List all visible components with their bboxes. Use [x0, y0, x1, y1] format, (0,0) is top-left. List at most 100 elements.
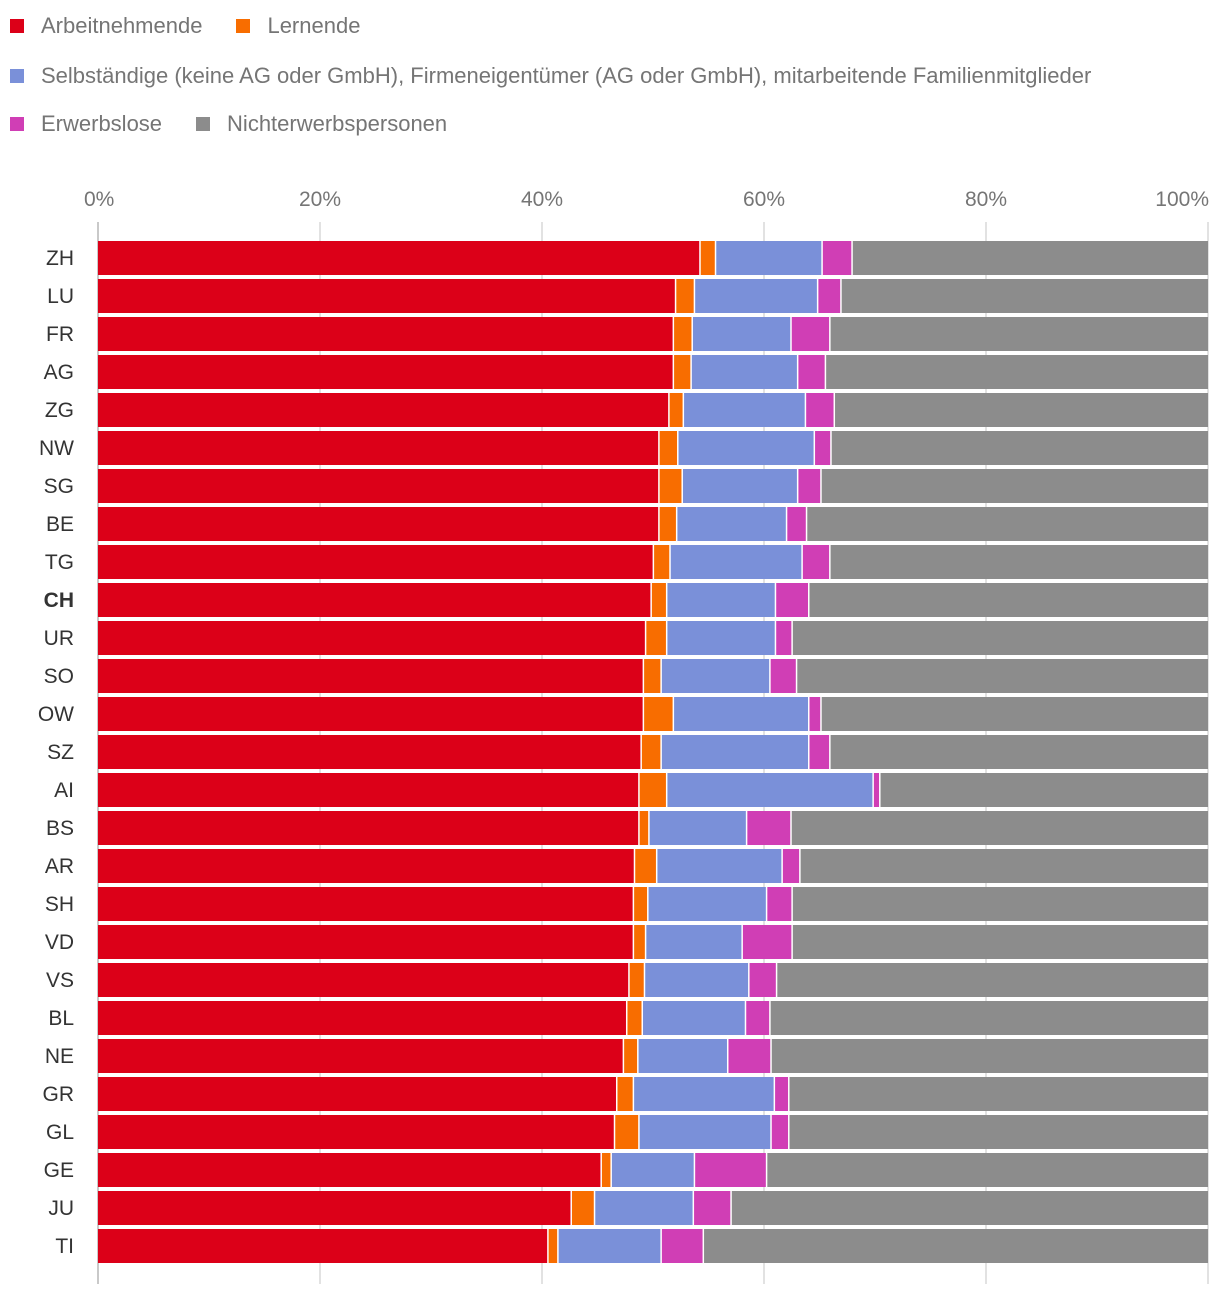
- bar-ne-series-1[interactable]: [624, 1039, 638, 1073]
- bar-ti-series-3[interactable]: [661, 1229, 703, 1263]
- bar-ne-series-3[interactable]: [728, 1039, 771, 1073]
- bar-ai-series-1[interactable]: [639, 773, 666, 807]
- bar-ag-series-2[interactable]: [691, 355, 797, 389]
- bar-ow-series-3[interactable]: [809, 697, 821, 731]
- bar-vs-series-4[interactable]: [777, 963, 1208, 997]
- bar-bl-series-4[interactable]: [770, 1001, 1208, 1035]
- bar-ge-series-0[interactable]: [98, 1153, 601, 1187]
- bar-ag-series-3[interactable]: [798, 355, 825, 389]
- bar-be-series-3[interactable]: [787, 507, 806, 541]
- bar-vs-series-0[interactable]: [98, 963, 629, 997]
- bar-ar-series-4[interactable]: [800, 849, 1208, 883]
- bar-ch-series-3[interactable]: [776, 583, 809, 617]
- legend-item-lernende[interactable]: Lernende: [236, 13, 360, 39]
- bar-bl-series-0[interactable]: [98, 1001, 626, 1035]
- bar-ti-series-4[interactable]: [704, 1229, 1208, 1263]
- bar-ur-series-3[interactable]: [776, 621, 792, 655]
- bar-gr-series-2[interactable]: [634, 1077, 774, 1111]
- bar-nw-series-4[interactable]: [831, 431, 1208, 465]
- bar-ar-series-0[interactable]: [98, 849, 634, 883]
- bar-zh-series-4[interactable]: [852, 241, 1208, 275]
- bar-nw-series-2[interactable]: [678, 431, 814, 465]
- bar-sg-series-2[interactable]: [682, 469, 797, 503]
- bar-ag-series-0[interactable]: [98, 355, 673, 389]
- bar-zg-series-0[interactable]: [98, 393, 669, 427]
- bar-bl-series-3[interactable]: [746, 1001, 770, 1035]
- bar-be-series-1[interactable]: [659, 507, 676, 541]
- bar-sg-series-0[interactable]: [98, 469, 659, 503]
- bar-vd-series-0[interactable]: [98, 925, 633, 959]
- bar-bl-series-1[interactable]: [627, 1001, 642, 1035]
- bar-ju-series-1[interactable]: [571, 1191, 594, 1225]
- bar-so-series-4[interactable]: [797, 659, 1208, 693]
- bar-ch-series-2[interactable]: [667, 583, 775, 617]
- bar-gl-series-2[interactable]: [639, 1115, 771, 1149]
- bar-ju-series-3[interactable]: [694, 1191, 731, 1225]
- bar-ur-series-1[interactable]: [646, 621, 666, 655]
- bar-tg-series-3[interactable]: [802, 545, 830, 579]
- bar-ai-series-3[interactable]: [873, 773, 880, 807]
- bar-zh-series-3[interactable]: [822, 241, 852, 275]
- bar-ar-series-2[interactable]: [657, 849, 782, 883]
- bar-vd-series-3[interactable]: [742, 925, 792, 959]
- bar-ag-series-4[interactable]: [826, 355, 1208, 389]
- bar-be-series-0[interactable]: [98, 507, 659, 541]
- bar-fr-series-1[interactable]: [674, 317, 692, 351]
- bar-nw-series-3[interactable]: [815, 431, 831, 465]
- bar-ge-series-2[interactable]: [611, 1153, 694, 1187]
- bar-bl-series-2[interactable]: [643, 1001, 745, 1035]
- bar-vs-series-2[interactable]: [645, 963, 749, 997]
- bar-ju-series-4[interactable]: [731, 1191, 1208, 1225]
- bar-ju-series-2[interactable]: [595, 1191, 693, 1225]
- bar-fr-series-3[interactable]: [791, 317, 830, 351]
- bar-gr-series-1[interactable]: [617, 1077, 633, 1111]
- bar-bs-series-3[interactable]: [747, 811, 791, 845]
- bar-ne-series-2[interactable]: [638, 1039, 727, 1073]
- bar-ow-series-0[interactable]: [98, 697, 643, 731]
- bar-ag-series-1[interactable]: [674, 355, 691, 389]
- bar-tg-series-2[interactable]: [670, 545, 802, 579]
- bar-gl-series-1[interactable]: [615, 1115, 639, 1149]
- bar-zg-series-4[interactable]: [835, 393, 1208, 427]
- bar-sz-series-0[interactable]: [98, 735, 641, 769]
- bar-sh-series-4[interactable]: [792, 887, 1208, 921]
- bar-gr-series-3[interactable]: [775, 1077, 789, 1111]
- bar-vd-series-2[interactable]: [646, 925, 742, 959]
- bar-ar-series-1[interactable]: [635, 849, 656, 883]
- bar-tg-series-0[interactable]: [98, 545, 653, 579]
- bar-gr-series-0[interactable]: [98, 1077, 616, 1111]
- bar-lu-series-3[interactable]: [818, 279, 841, 313]
- bar-sh-series-0[interactable]: [98, 887, 633, 921]
- bar-gr-series-4[interactable]: [789, 1077, 1208, 1111]
- bar-ch-series-0[interactable]: [98, 583, 651, 617]
- bar-tg-series-1[interactable]: [654, 545, 670, 579]
- bar-ar-series-3[interactable]: [782, 849, 800, 883]
- bar-gl-series-3[interactable]: [771, 1115, 789, 1149]
- bar-ur-series-4[interactable]: [792, 621, 1208, 655]
- bar-vs-series-1[interactable]: [629, 963, 644, 997]
- bar-so-series-0[interactable]: [98, 659, 643, 693]
- bar-lu-series-2[interactable]: [695, 279, 817, 313]
- bar-sz-series-1[interactable]: [641, 735, 661, 769]
- bar-zh-series-2[interactable]: [716, 241, 822, 275]
- bar-ge-series-1[interactable]: [601, 1153, 611, 1187]
- bar-ge-series-4[interactable]: [767, 1153, 1208, 1187]
- bar-ai-series-4[interactable]: [880, 773, 1208, 807]
- bar-fr-series-2[interactable]: [692, 317, 791, 351]
- bar-ur-series-0[interactable]: [98, 621, 645, 655]
- bar-tg-series-4[interactable]: [830, 545, 1208, 579]
- bar-sh-series-2[interactable]: [648, 887, 766, 921]
- bar-ai-series-2[interactable]: [667, 773, 873, 807]
- bar-ti-series-0[interactable]: [98, 1229, 548, 1263]
- bar-ju-series-0[interactable]: [98, 1191, 571, 1225]
- bar-lu-series-4[interactable]: [841, 279, 1208, 313]
- bar-ne-series-0[interactable]: [98, 1039, 623, 1073]
- legend-item-nichterwerbspersonen[interactable]: Nichterwerbspersonen: [196, 111, 447, 137]
- bar-nw-series-0[interactable]: [98, 431, 659, 465]
- bar-ti-series-2[interactable]: [558, 1229, 661, 1263]
- bar-fr-series-4[interactable]: [830, 317, 1208, 351]
- bar-nw-series-1[interactable]: [659, 431, 678, 465]
- bar-sz-series-3[interactable]: [809, 735, 830, 769]
- bar-sg-series-4[interactable]: [821, 469, 1208, 503]
- bar-ur-series-2[interactable]: [667, 621, 775, 655]
